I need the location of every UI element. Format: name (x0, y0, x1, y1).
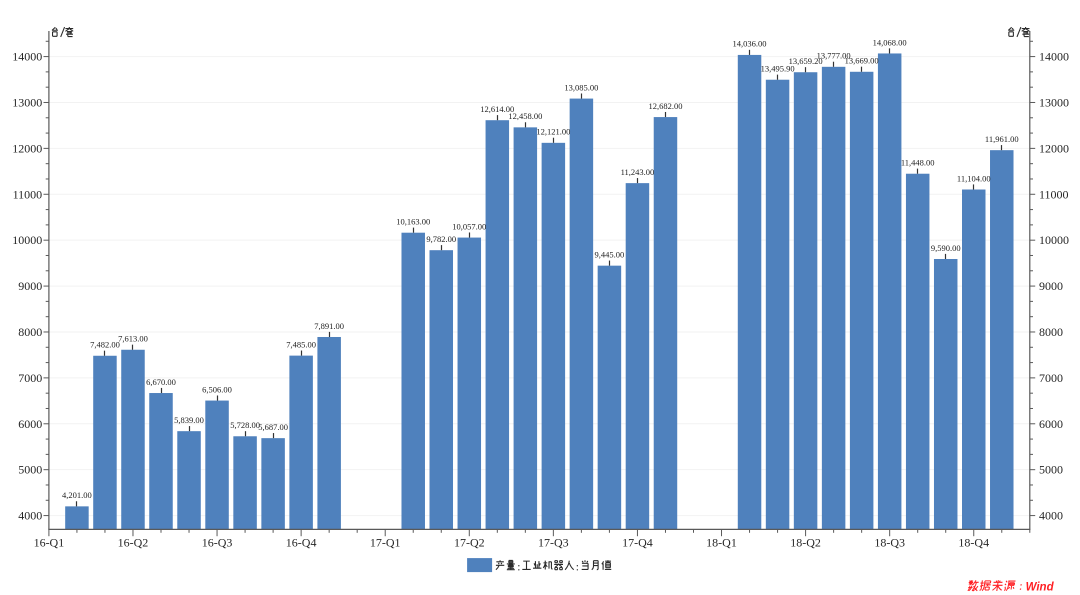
svg-text:13,495.90: 13,495.90 (761, 64, 795, 74)
svg-text:10,057.00: 10,057.00 (452, 221, 486, 231)
svg-text:7000: 7000 (1039, 371, 1063, 385)
svg-text:12,121.00: 12,121.00 (536, 127, 570, 137)
svg-text:7,482.00: 7,482.00 (90, 340, 120, 350)
svg-text:11000: 11000 (13, 187, 43, 201)
svg-text:16-Q3: 16-Q3 (202, 536, 233, 550)
svg-text:6,670.00: 6,670.00 (146, 377, 176, 387)
svg-text:17-Q4: 17-Q4 (622, 536, 653, 550)
svg-text:12,614.00: 12,614.00 (480, 104, 514, 114)
svg-text:13000: 13000 (12, 95, 42, 109)
svg-text:11,243.00: 11,243.00 (621, 167, 655, 177)
svg-text:16-Q1: 16-Q1 (34, 536, 65, 550)
svg-text:14,068.00: 14,068.00 (873, 37, 907, 47)
svg-text:4000: 4000 (18, 509, 42, 523)
svg-text:13,777.00: 13,777.00 (817, 51, 851, 61)
svg-text:5000: 5000 (1039, 463, 1063, 477)
svg-text:6000: 6000 (1039, 417, 1063, 431)
svg-text:5000: 5000 (18, 463, 42, 477)
svg-text:8000: 8000 (18, 325, 42, 339)
svg-text:17-Q2: 17-Q2 (454, 536, 485, 550)
svg-text:14000: 14000 (1039, 50, 1069, 64)
svg-text:11,448.00: 11,448.00 (901, 158, 935, 168)
svg-text:7,485.00: 7,485.00 (286, 339, 316, 349)
svg-text:7000: 7000 (18, 371, 42, 385)
svg-text::: : (517, 562, 520, 574)
svg-text:12,682.00: 12,682.00 (648, 101, 682, 111)
svg-text:10000: 10000 (1039, 233, 1069, 247)
svg-text:14000: 14000 (12, 50, 42, 64)
svg-text:4,201.00: 4,201.00 (62, 490, 92, 500)
svg-text::: : (576, 562, 579, 574)
svg-text:9,590.00: 9,590.00 (931, 243, 961, 253)
svg-text:7,613.00: 7,613.00 (118, 334, 148, 344)
svg-text:18-Q1: 18-Q1 (706, 536, 737, 550)
svg-text:Wind: Wind (1026, 582, 1055, 594)
svg-text:4000: 4000 (1039, 509, 1063, 523)
svg-text:12,458.00: 12,458.00 (508, 111, 542, 121)
svg-text:17-Q3: 17-Q3 (538, 536, 569, 550)
svg-text:11,104.00: 11,104.00 (957, 173, 991, 183)
svg-text:5,839.00: 5,839.00 (174, 415, 204, 425)
svg-text:7,891.00: 7,891.00 (314, 321, 344, 331)
svg-text:18-Q2: 18-Q2 (790, 536, 821, 550)
svg-text:16-Q4: 16-Q4 (286, 536, 317, 550)
svg-text:11000: 11000 (1039, 187, 1069, 201)
svg-text:18-Q3: 18-Q3 (874, 536, 905, 550)
svg-text:17-Q1: 17-Q1 (370, 536, 401, 550)
svg-text:13,669.00: 13,669.00 (845, 56, 879, 66)
svg-text:10000: 10000 (12, 233, 42, 247)
svg-text:10,163.00: 10,163.00 (396, 217, 430, 227)
svg-text:6000: 6000 (18, 417, 42, 431)
svg-text:8000: 8000 (1039, 325, 1063, 339)
svg-text:6,506.00: 6,506.00 (202, 384, 232, 394)
svg-text:13,085.00: 13,085.00 (564, 82, 598, 92)
svg-text:11,961.00: 11,961.00 (985, 134, 1019, 144)
svg-text:9000: 9000 (1039, 279, 1063, 293)
svg-text:18-Q4: 18-Q4 (958, 536, 989, 550)
svg-text:9,445.00: 9,445.00 (595, 249, 625, 259)
svg-text:5,728.00: 5,728.00 (230, 420, 260, 430)
svg-text:9000: 9000 (18, 279, 42, 293)
svg-text:12000: 12000 (1039, 141, 1069, 155)
svg-text:14,036.00: 14,036.00 (733, 39, 767, 49)
svg-text:13,659.20: 13,659.20 (789, 56, 823, 66)
svg-text:16-Q2: 16-Q2 (118, 536, 149, 550)
svg-text:5,687.00: 5,687.00 (258, 422, 288, 432)
svg-text:9,782.00: 9,782.00 (426, 234, 456, 244)
svg-text:12000: 12000 (12, 141, 42, 155)
svg-text:13000: 13000 (1039, 95, 1069, 109)
